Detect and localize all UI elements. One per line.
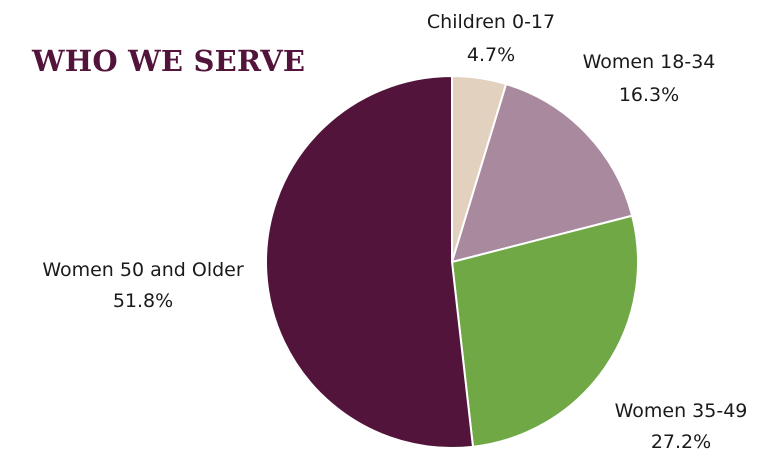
slice-labels: Children 0-17 4.7% Women 18-34 16.3% Women 3… xyxy=(42,11,747,449)
slice-label: Children 0-17 xyxy=(427,11,555,33)
pie-slice-women-50-and-older xyxy=(265,74,475,449)
slice-label: Women 35-49 xyxy=(615,400,748,422)
slice-value-label: 51.8% xyxy=(113,290,173,312)
pie-slice-women-18-34 xyxy=(450,82,634,264)
slice-label: Women 18-34 xyxy=(583,51,716,73)
pie-slices xyxy=(265,74,639,449)
slice-value-label: 16.3% xyxy=(619,84,679,106)
pie-slice-women-35-49 xyxy=(450,214,639,448)
chart-title: WHO WE SERVE xyxy=(32,44,306,78)
slice-label: Women 50 and Older xyxy=(42,259,244,281)
slice-value-label: 27.2% xyxy=(651,431,711,449)
slice-value-label: 4.7% xyxy=(467,44,515,66)
